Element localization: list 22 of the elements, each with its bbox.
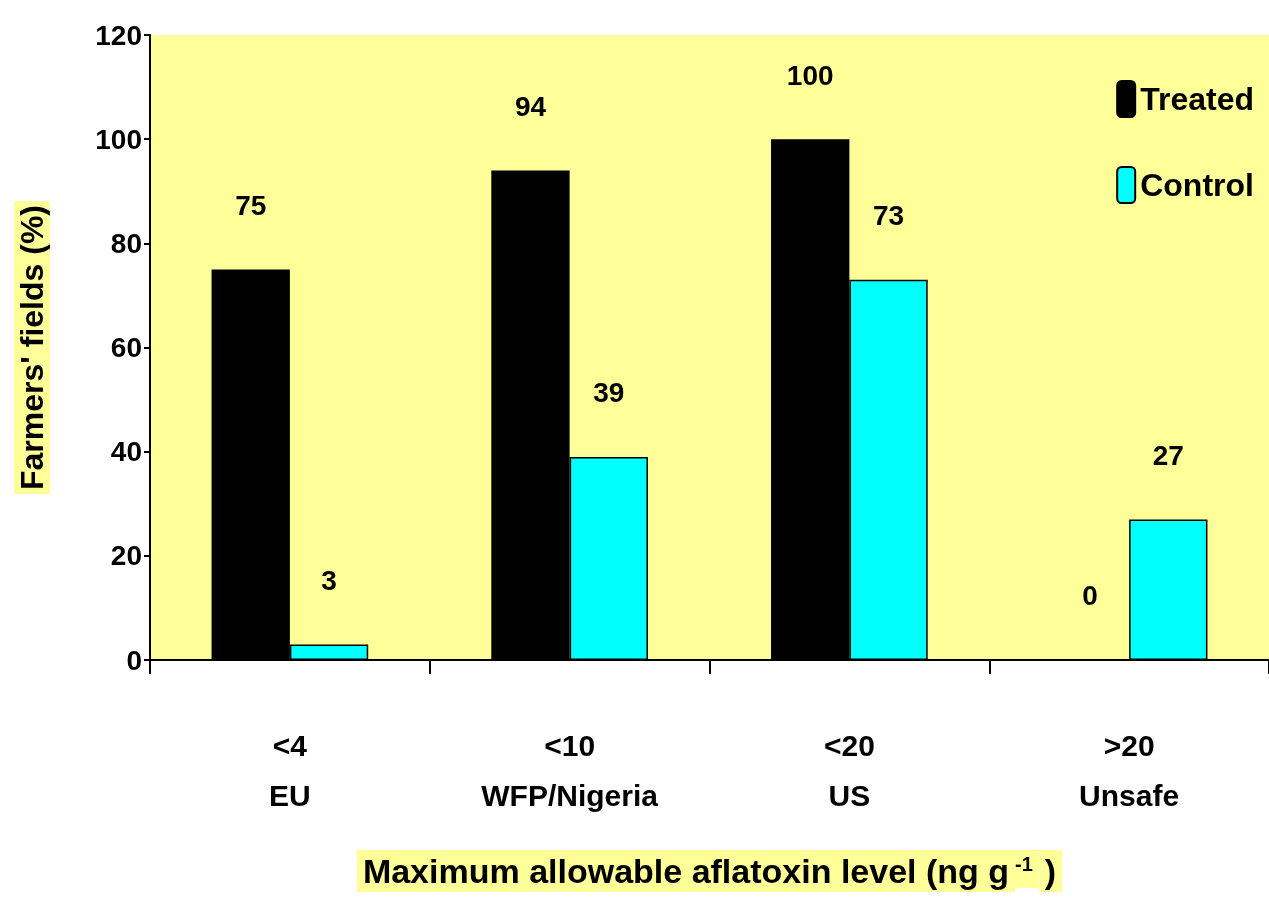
legend-label: Control bbox=[1140, 167, 1254, 203]
y-axis-title: Farmers' fields (%) bbox=[14, 204, 50, 491]
data-label: 3 bbox=[321, 564, 337, 596]
data-label: 100 bbox=[786, 59, 834, 91]
y-tick-label: 100 bbox=[95, 123, 142, 155]
y-tick-label: 80 bbox=[110, 227, 142, 259]
data-label: 0 bbox=[1082, 579, 1098, 611]
y-tick-label: 40 bbox=[110, 436, 142, 468]
y-tick-label: 0 bbox=[126, 644, 142, 676]
y-tick-label: 120 bbox=[95, 19, 142, 51]
x-tick-label: >20 Unsafe bbox=[1079, 728, 1180, 812]
y-tick-label: 60 bbox=[110, 332, 142, 363]
data-label: 27 bbox=[1152, 439, 1184, 471]
data-label: 94 bbox=[514, 90, 547, 122]
x-tick-label: <20 US bbox=[823, 728, 875, 812]
data-label: 39 bbox=[593, 377, 625, 409]
data-label: 75 bbox=[235, 189, 267, 221]
legend-label: Treated bbox=[1140, 81, 1254, 117]
y-tick-label: 20 bbox=[110, 540, 142, 572]
data-label: 73 bbox=[872, 200, 905, 232]
x-tick-label: <4 EU bbox=[269, 728, 311, 812]
x-tick-label: <10 WFP/Nigeria bbox=[481, 728, 659, 812]
